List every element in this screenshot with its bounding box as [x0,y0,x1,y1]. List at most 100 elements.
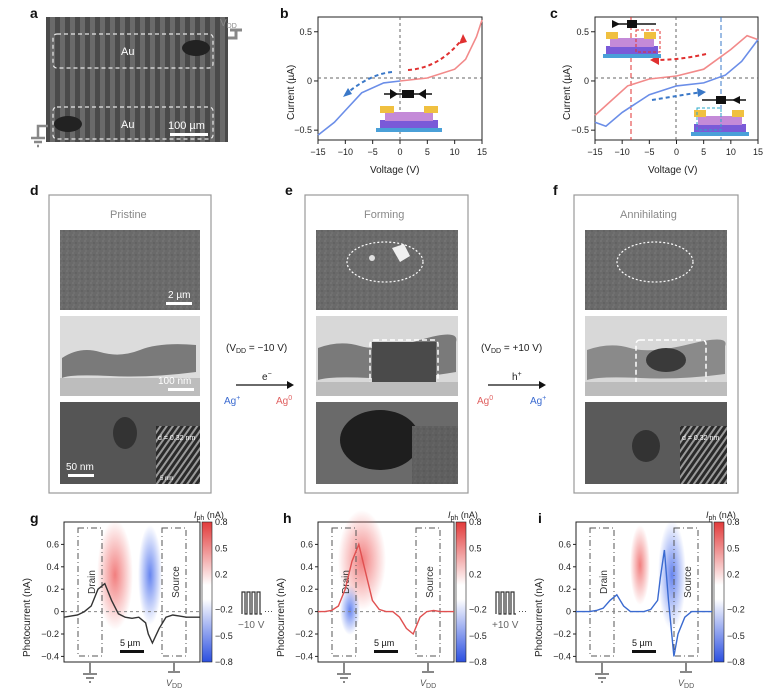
y-tick-label: 0.6 [300,539,313,549]
scale-mid-label: 100 nm [158,376,191,387]
pulse-voltage-label: −10 V [238,620,265,631]
drain-electrode-box [77,527,103,657]
pulse-ellipsis: ··· [518,606,527,616]
y-tick-label: −0.2 [553,629,571,639]
vdd-symbol [168,662,180,673]
arrow-c-blue [651,91,703,101]
scale-top-label: 2 µm [168,290,190,301]
plot-b-ylabel: Current (µA) [286,65,297,120]
tem-forming-filament [372,342,436,386]
tem-pristine-substrate [60,378,200,396]
transition-1-carrier: e− [262,371,272,383]
iv-curve-series-0 [399,19,483,82]
sem-pristine [60,230,200,310]
colorbar [201,521,213,663]
arrow-c-red [654,53,707,61]
colorbar-tick-label: −0.5 [469,631,487,641]
contact-pad-top [182,40,210,56]
drain-label: Drain [599,570,610,594]
scale-bar-label: 5 µm [374,638,394,648]
electrode-top-box [52,33,214,69]
pulse-ellipsis: ··· [264,606,273,616]
transition-1-condition: (VDD = −10 V) [226,343,287,355]
drain-electrode-box [589,527,615,657]
panel-letter-a: a [30,5,38,21]
vdd-label: VDD [420,678,436,690]
y-tick-label: −0.4 [295,651,313,661]
arrow-b-blue [345,71,393,95]
ground-symbol [83,662,97,683]
colorbar [455,521,467,663]
annihilating-region-highlight [616,241,694,283]
contact-pad-bottom [54,116,82,132]
photocurrent-blob [658,520,686,630]
y-tick-label: 0.6 [558,539,571,549]
colorbar-tick-label: 0.8 [727,517,740,527]
panel-letter-c: c [550,5,558,21]
photocurrent-blob [138,525,162,625]
colorbar-label: Iph (nA) [194,510,224,522]
vdd-symbol [422,662,434,673]
transition-2-condition: (VDD = +10 V) [481,343,542,355]
panel-f: Annihilating d = 0.32 nm [573,194,739,494]
y-tick-label: 0.6 [46,539,59,549]
vdd-symbol [680,662,692,673]
x-tick-label: −10 [615,147,630,157]
forming-region-highlight [346,241,424,283]
x-tick-label: 15 [753,147,763,157]
lattice-sub-d: 5 nm [160,476,173,482]
drain-label: Drain [87,570,98,594]
colorbar [713,521,725,663]
x-tick-label: 5 [701,147,706,157]
scale-bot-label: 50 nm [66,462,94,473]
x-tick-label: −5 [368,147,378,157]
tem-annihilating-substrate [585,382,727,396]
photocurrent-curve [318,542,454,636]
transition-forming: (VDD = −10 V) e− Ag+ Ag0 [224,343,294,407]
photocurrent-ylabel: Photocurrent (nA) [22,578,33,657]
lattice-label-f: d = 0.32 nm [682,435,719,442]
voltage-pulse-train [495,591,516,615]
arrow-c-blue-head [697,88,706,97]
colorbar-tick-label: −0.8 [215,657,233,667]
photocurrent-blob [97,520,133,630]
device-schematic-c-top [603,20,661,58]
ground-symbol [595,662,609,683]
source-electrode-box [161,527,187,657]
scale-bar-top [166,302,192,305]
colorbar-tick-label: −0.2 [215,605,233,615]
vdd-label: VDD [678,678,694,690]
scale-bar-bot [68,474,94,477]
hrtem-annihilating-spot [632,430,660,462]
transition-2-to: Ag+ [530,395,546,407]
drain-electrode-box [331,527,357,657]
colorbar-tick-label: 0.8 [215,517,228,527]
photocurrent-curve [63,582,200,645]
y-tick-label: −0.4 [41,651,59,661]
transition-2-carrier: h+ [512,371,522,383]
photocurrent-ylabel: Photocurrent (nA) [534,578,545,657]
colorbar-tick-label: 0.2 [215,570,228,580]
y-tick-label: −0.4 [553,651,571,661]
arrow-b-red [407,37,464,71]
panel-letter-b: b [280,5,289,21]
y-tick-label: 0.2 [558,584,571,594]
colorbar-label: Iph (nA) [448,510,478,522]
x-tick-label: −5 [644,147,654,157]
panel-f-title: Annihilating [620,209,677,221]
panel-letter-e: e [285,182,293,198]
plot-b-xlabel: Voltage (V) [370,165,419,176]
y-tick-label: 0 [566,607,571,617]
scale-bar-label: 100 µm [168,120,205,132]
sem-forming [316,230,458,310]
x-tick-label: −15 [587,147,602,157]
tem-pristine-layer [62,344,196,378]
source-electrode-box [415,527,441,657]
x-tick-label: −15 [310,147,325,157]
y-tick-label: 0 [584,76,589,86]
plot-c-ylabel: Current (µA) [562,65,573,120]
y-tick-label: 0.5 [299,27,312,37]
voltage-pulse-train [241,591,262,615]
y-tick-label: 0 [308,607,313,617]
